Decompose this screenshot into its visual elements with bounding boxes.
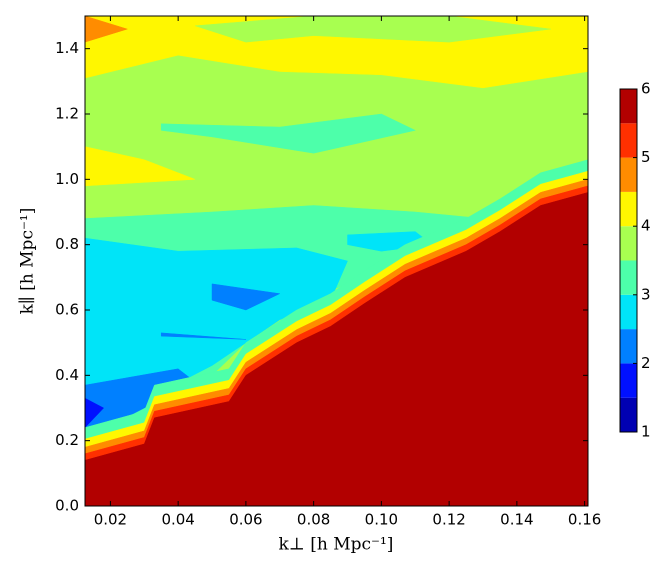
colorbar-band — [620, 157, 637, 192]
x-tick-label: 0.02 — [94, 511, 127, 529]
y-tick-label: 0.2 — [55, 431, 79, 449]
colorbar-band — [620, 123, 637, 158]
x-tick-label: 0.04 — [161, 511, 194, 529]
colorbar-tick-label: 2 — [641, 354, 651, 372]
contour-region — [85, 146, 196, 187]
plot-area — [85, 16, 588, 506]
x-tick-label: 0.08 — [297, 511, 330, 529]
colorbar-band — [620, 191, 637, 227]
x-axis-label: k⊥ [h Mpc⁻¹] — [279, 535, 394, 555]
colorbar-band — [620, 294, 637, 330]
colorbar-band — [620, 397, 637, 432]
contour-region — [160, 113, 417, 154]
y-tick-label: 0.4 — [55, 366, 79, 384]
contour-region — [85, 397, 105, 428]
x-tick-label: 0.10 — [365, 511, 398, 529]
x-tick-label: 0.12 — [432, 511, 465, 529]
y-tick-label: 0.0 — [55, 497, 79, 515]
contour-region — [85, 16, 129, 43]
colorbar-frame — [619, 88, 638, 433]
colorbar-tick-label: 5 — [641, 148, 651, 166]
contour-region — [211, 283, 281, 311]
x-tick-label: 0.06 — [229, 511, 262, 529]
colorbar-band — [620, 89, 637, 124]
axes-frame — [84, 15, 589, 507]
colorbar-band — [620, 329, 637, 364]
colorbar-tick-label: 4 — [641, 217, 651, 235]
y-tick-label: 1.0 — [55, 170, 79, 188]
colorbar-band — [620, 260, 637, 295]
colorbar-tick-label: 3 — [641, 285, 651, 303]
contour-region — [195, 16, 551, 43]
y-axis-label: k∥ [h Mpc⁻¹] — [18, 208, 38, 315]
contour-region — [85, 192, 588, 506]
colorbar-tick-label: 6 — [641, 80, 651, 98]
y-tick-label: 1.4 — [55, 39, 79, 57]
colorbar-band — [620, 363, 637, 398]
colorbar-band — [620, 226, 637, 261]
colorbar-tick-label: 1 — [641, 423, 651, 441]
y-tick-label: 1.2 — [55, 105, 79, 123]
contour-region — [160, 332, 246, 340]
y-tick-label: 0.6 — [55, 301, 79, 319]
y-tick-label: 0.8 — [55, 235, 79, 253]
x-tick-label: 0.16 — [568, 511, 601, 529]
x-tick-label: 0.14 — [500, 511, 533, 529]
